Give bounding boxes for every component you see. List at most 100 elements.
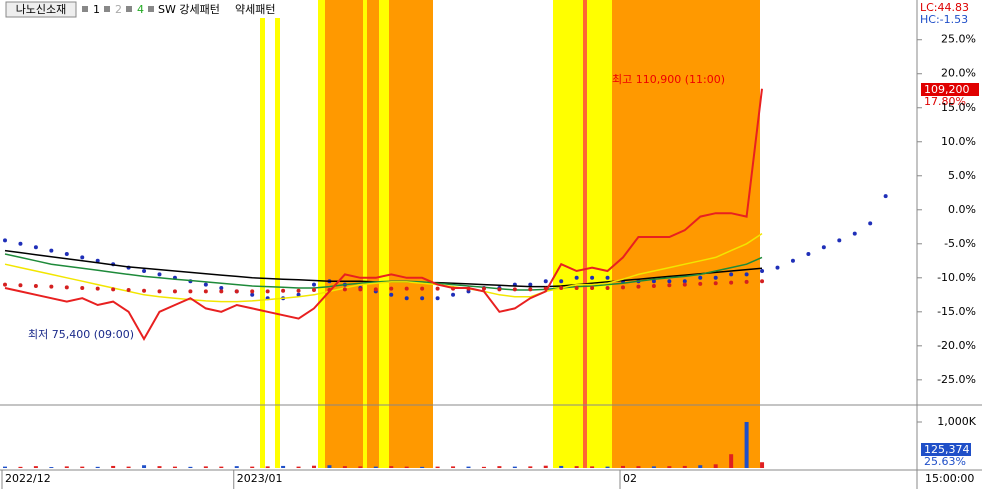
item-icon	[148, 6, 154, 12]
pattern-label[interactable]: 약세패턴	[235, 2, 275, 16]
volume-bar	[605, 466, 610, 468]
dot	[682, 279, 687, 284]
dot	[435, 286, 440, 291]
dot	[265, 289, 270, 294]
y-tick-label: -25.0%	[937, 373, 976, 386]
volume-bar	[250, 466, 255, 468]
volume-bar	[744, 421, 749, 468]
dot	[420, 286, 425, 291]
volume-bar	[574, 466, 579, 468]
volume-bar	[528, 466, 533, 468]
volume-bar	[33, 466, 38, 468]
dot	[64, 285, 69, 290]
time-label: 15:00:00	[925, 472, 974, 485]
dot	[729, 272, 734, 277]
dot	[33, 245, 38, 250]
volume-bar	[636, 466, 641, 468]
dot	[358, 287, 363, 292]
volume-bar	[729, 454, 734, 468]
dot	[188, 289, 193, 294]
volume-bar	[342, 466, 347, 468]
volume-bar	[760, 462, 765, 468]
dot	[18, 241, 23, 246]
volume-bar	[126, 466, 131, 468]
y-tick-label: -20.0%	[937, 339, 976, 352]
volume-bar	[404, 466, 409, 468]
y-tick-label: 0.0%	[948, 203, 976, 216]
dot	[3, 238, 7, 243]
dot	[234, 289, 239, 294]
volume-bar	[481, 466, 486, 468]
y-tick-label: 20.0%	[941, 67, 976, 80]
x-tick-label: 2022/12	[5, 472, 51, 485]
volume-bar	[203, 466, 208, 468]
dot	[157, 272, 162, 277]
volume-bar	[682, 465, 687, 468]
volume-bar	[559, 465, 564, 468]
dot	[80, 286, 85, 291]
dot	[667, 279, 672, 284]
hc-label: HC:-1.53	[920, 13, 968, 26]
dot	[64, 251, 69, 256]
dot	[219, 289, 224, 294]
dot	[250, 292, 255, 297]
dot	[729, 280, 734, 285]
dot	[574, 275, 579, 280]
dot	[883, 194, 888, 199]
dot	[342, 287, 347, 292]
last-pct: 17.80%	[924, 95, 966, 108]
dot	[806, 251, 811, 256]
dot	[682, 282, 687, 287]
dot	[389, 286, 394, 291]
volume-bar	[265, 466, 270, 468]
low-annotation: 최저 75,400 (09:00)	[28, 328, 134, 341]
volume-bar	[3, 466, 7, 468]
last-volume: 125,374	[924, 443, 970, 456]
dot	[852, 231, 857, 236]
toolbar-item[interactable]: 4	[137, 3, 144, 16]
item-icon	[82, 6, 88, 12]
volume-bar	[95, 466, 100, 468]
dot	[18, 283, 23, 288]
dot	[605, 286, 610, 291]
dot	[312, 288, 316, 293]
volume-bar	[466, 466, 471, 468]
dot	[744, 272, 749, 277]
stock-name-box[interactable]	[5, 1, 77, 18]
dot	[651, 279, 656, 284]
pattern-bands	[260, 0, 760, 468]
volume-bar	[296, 466, 301, 468]
item-icon	[104, 6, 110, 12]
last-volume-box	[921, 443, 971, 456]
high-annotation: 최고 110,900 (11:00)	[612, 73, 725, 86]
volume-bar	[621, 465, 625, 468]
dot	[528, 287, 533, 292]
dot	[420, 296, 425, 301]
dot	[435, 296, 440, 301]
x-tick-label: 2023/01	[237, 472, 283, 485]
pattern-label[interactable]: SW 강세패턴	[158, 3, 220, 16]
dot	[203, 289, 208, 294]
dot	[559, 279, 564, 284]
dot	[481, 286, 486, 291]
dot	[713, 275, 718, 280]
dot	[80, 255, 85, 260]
volume-bar	[420, 466, 425, 468]
volume-bar	[64, 466, 69, 468]
dot	[497, 287, 502, 292]
stock-name[interactable]: 나노신소재	[16, 3, 67, 16]
dot	[250, 289, 255, 294]
dot	[3, 282, 7, 287]
volume-bar	[18, 466, 23, 468]
volume-bar	[111, 465, 116, 468]
toolbar-item[interactable]: 2	[115, 3, 122, 16]
volume-bar	[667, 466, 672, 468]
volume-bar	[281, 465, 286, 468]
dot	[203, 282, 208, 287]
dot	[33, 283, 38, 288]
toolbar-item[interactable]: 1	[93, 3, 100, 16]
volume-bar	[327, 465, 332, 468]
x-tick-label: 02	[623, 472, 637, 485]
